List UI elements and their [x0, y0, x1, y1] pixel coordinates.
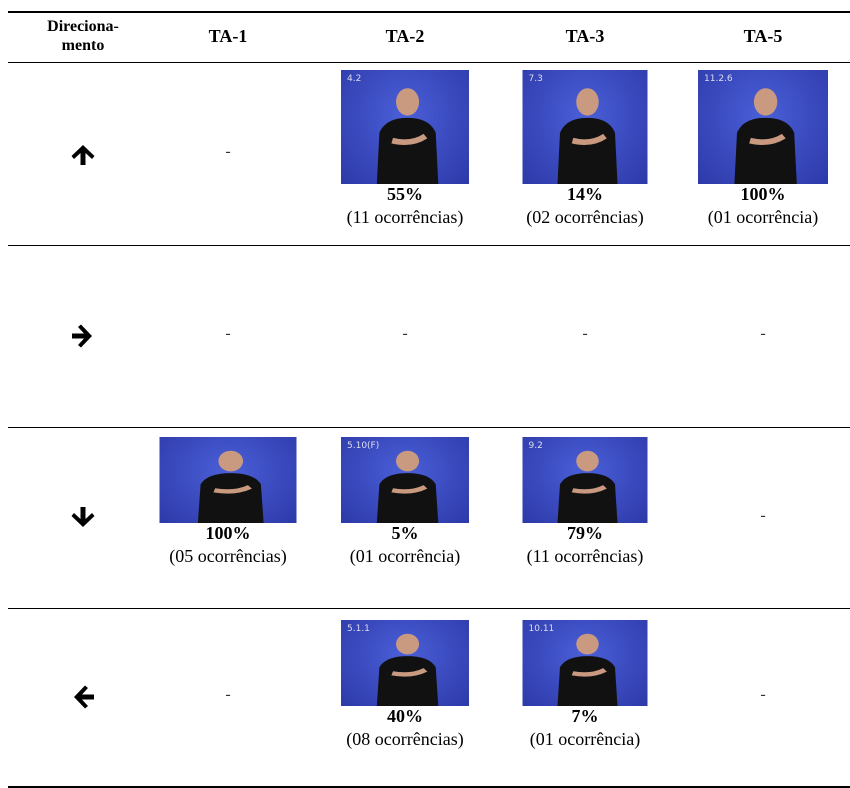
header-cell: TA-3: [565, 26, 605, 46]
rule: [8, 608, 850, 609]
figure: [376, 450, 439, 523]
figure: [557, 450, 618, 523]
occurrences: (01 ocorrência): [349, 546, 461, 566]
arrow-icon: [72, 324, 92, 348]
arrow-icon: [71, 144, 95, 165]
figure: [197, 450, 264, 523]
empty-cell: -: [225, 686, 231, 703]
occurrences: (11 ocorrências): [526, 546, 644, 566]
image-label: 4.2: [347, 74, 362, 84]
rule: [8, 62, 850, 63]
empty-cell: -: [760, 506, 766, 524]
arrow-icon: [74, 685, 94, 709]
empty-cell: -: [225, 142, 231, 160]
occurrences: (01 ocorrência): [529, 729, 641, 749]
empty-cell: -: [582, 325, 588, 342]
sign-image: 9.2: [522, 437, 648, 523]
sign-image: 11.2.6: [698, 70, 828, 184]
header-cell: mento: [61, 37, 105, 54]
percent: 79%: [567, 523, 603, 543]
rule: [8, 11, 850, 13]
percent: 100%: [740, 184, 786, 204]
sign-image: [159, 437, 297, 523]
percent: 5%: [391, 523, 419, 543]
image-label: 5.10(F): [347, 441, 380, 451]
percent: 55%: [387, 184, 423, 204]
occurrences: (01 ocorrência): [707, 207, 819, 227]
percent: 100%: [205, 523, 251, 543]
empty-cell: -: [760, 325, 766, 342]
figure: [376, 88, 439, 184]
header-cell: Direciona-: [47, 18, 119, 35]
percent: 14%: [567, 184, 603, 204]
rule: [8, 427, 850, 428]
image-label: 5.1.1: [347, 624, 370, 634]
figure: [376, 633, 439, 706]
arrow-icon: [71, 506, 95, 527]
image-label: 11.2.6: [704, 74, 733, 84]
empty-cell: -: [402, 325, 408, 342]
occurrences: (05 ocorrências): [169, 546, 287, 566]
sign-image: 5.1.1: [341, 620, 469, 706]
occurrences: (02 ocorrências): [526, 207, 644, 227]
image-label: 7.3: [528, 74, 543, 84]
occurrences: (08 ocorrências): [346, 729, 464, 749]
empty-cell: -: [760, 686, 766, 703]
rule: [8, 786, 850, 788]
figure: [734, 88, 797, 184]
figure: [557, 88, 618, 184]
rule: [8, 245, 850, 246]
header-cell: TA-2: [385, 26, 425, 46]
occurrences: (11 ocorrências): [346, 207, 464, 227]
sign-image: 10.11: [522, 620, 648, 706]
sign-image: 5.10(F): [341, 437, 469, 523]
header-cell: TA-1: [208, 26, 248, 46]
percent: 7%: [571, 706, 599, 726]
percent: 40%: [387, 706, 423, 726]
image-label: 9.2: [528, 441, 543, 451]
empty-cell: -: [225, 325, 231, 342]
sign-image: 7.3: [522, 70, 648, 184]
header-cell: TA-5: [743, 26, 783, 46]
sign-image: 4.2: [341, 70, 469, 184]
image-label: 10.11: [528, 624, 555, 634]
figure: [557, 633, 618, 706]
